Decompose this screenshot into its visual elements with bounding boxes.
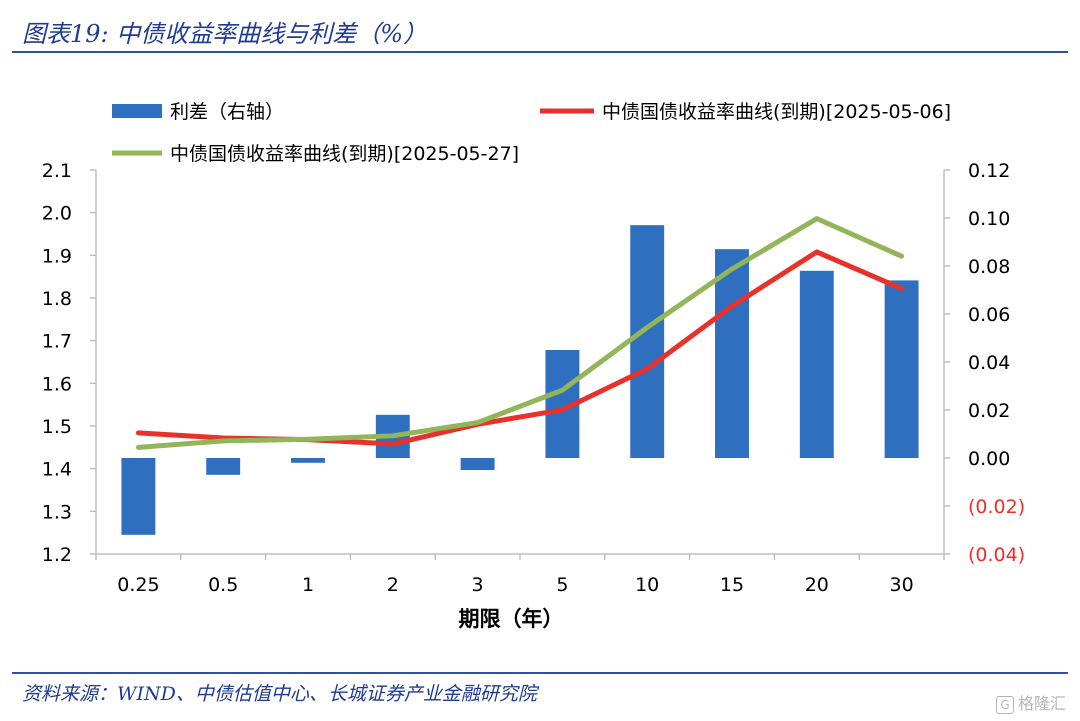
legend-label-0506: 中债国债收益率曲线(到期)[2025-05-06] — [602, 101, 951, 123]
right-tick-label: (0.02) — [968, 496, 1025, 518]
x-tick-label: 2 — [387, 574, 399, 596]
left-tick-label: 1.4 — [42, 459, 72, 481]
spread-bar — [630, 225, 665, 458]
left-tick-label: 1.7 — [42, 331, 72, 353]
spread-bar — [121, 458, 156, 535]
x-tick-label: 0.5 — [208, 574, 238, 596]
x-tick-label: 5 — [556, 574, 568, 596]
spread-bar — [799, 270, 834, 458]
x-axis-title: 期限（年） — [459, 607, 564, 631]
yield-line-0506 — [135, 249, 905, 447]
right-tick-label: 0.06 — [968, 304, 1010, 326]
left-tick-label: 2.1 — [42, 160, 72, 182]
legend-label-0527: 中债国债收益率曲线(到期)[2025-05-27] — [170, 143, 519, 165]
right-tick-label: 0.02 — [968, 400, 1010, 422]
right-tick-label: 0.04 — [968, 352, 1010, 374]
left-tick-label: 1.2 — [42, 544, 72, 566]
header-divider — [12, 51, 1068, 53]
right-tick-label: (0.04) — [968, 544, 1025, 566]
left-tick-label: 1.5 — [42, 416, 72, 438]
legend-label-spread: 利差（右轴） — [170, 101, 284, 123]
right-tick-label: 0.12 — [968, 160, 1010, 182]
watermark: G 格隆汇 — [995, 690, 1066, 714]
spread-bar — [291, 458, 325, 463]
left-tick-label: 1.3 — [42, 501, 72, 523]
right-tick-label: 0.08 — [968, 256, 1010, 278]
right-tick-label: 0.10 — [968, 208, 1010, 230]
legend: 利差（右轴） 中债国债收益率曲线(到期)[2025-05-06] 中债国债收益率… — [112, 101, 951, 165]
axes: 1.2 1.3 1.4 1.5 1.6 1.7 1.8 1.9 2.0 2.1 (0.04) (0.0… — [42, 160, 1025, 596]
figure-title: 图表19: 中债收益率曲线与利差（%） — [22, 20, 428, 48]
legend-swatch-spread — [112, 104, 162, 118]
left-tick-label: 1.8 — [42, 288, 72, 310]
watermark-text: 格隆汇 — [1017, 694, 1066, 713]
x-tick-label: 0.25 — [117, 574, 159, 596]
x-tick-label: 20 — [805, 574, 829, 596]
x-tick-label: 10 — [635, 574, 659, 596]
spread-bar — [715, 249, 749, 458]
spread-bar — [460, 458, 495, 470]
spread-bar — [206, 458, 241, 475]
yield-lines — [135, 216, 905, 450]
gelonghui-logo-icon: G — [995, 695, 1014, 714]
footer-divider — [12, 672, 1068, 674]
left-tick-label: 1.6 — [42, 373, 72, 395]
spread-bar — [884, 280, 919, 458]
x-tick-label: 30 — [890, 574, 914, 596]
spread-bars — [121, 225, 919, 535]
x-tick-label: 15 — [720, 574, 744, 596]
right-tick-label: 0.00 — [968, 448, 1010, 470]
left-tick-label: 2.0 — [42, 203, 72, 225]
left-tick-label: 1.9 — [42, 245, 72, 267]
x-tick-label: 3 — [472, 574, 484, 596]
x-tick-label: 1 — [302, 574, 314, 596]
yield-line-0527 — [135, 216, 905, 450]
source-note: 资料来源：WIND、中债估值中心、长城证券产业金融研究院 — [22, 683, 537, 705]
yield-spread-chart: 利差（右轴） 中债国债收益率曲线(到期)[2025-05-06] 中债国债收益率… — [42, 101, 1025, 631]
